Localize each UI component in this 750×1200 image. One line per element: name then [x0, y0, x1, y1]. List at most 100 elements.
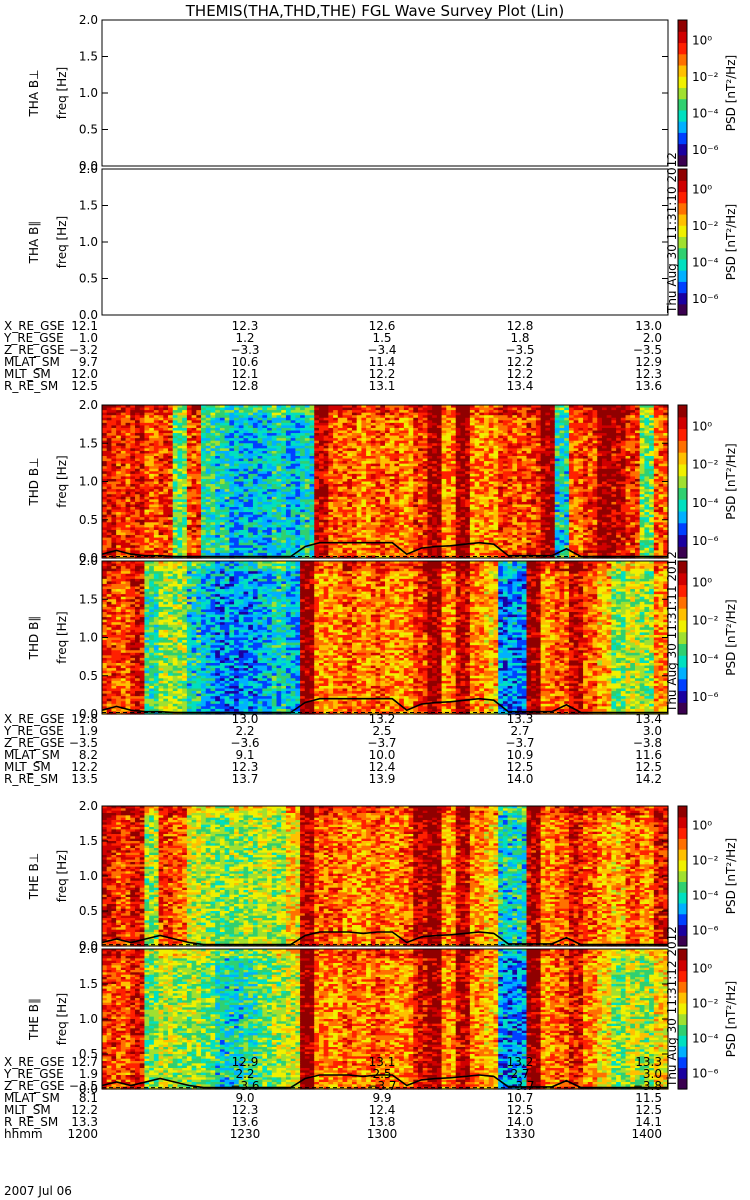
spectro-cell [168, 433, 174, 437]
spectro-cell [168, 504, 174, 508]
spectro-cell [111, 458, 117, 462]
spectro-cell [196, 471, 202, 475]
spectro-cell [342, 456, 348, 460]
spectro-cell [285, 481, 292, 485]
spectro-cell [243, 522, 249, 526]
spectro-cell [271, 433, 278, 437]
spectro-cell [168, 494, 174, 498]
spectro-cell [351, 532, 358, 536]
y-tick-label: 0.0 [79, 308, 98, 322]
spectro-cell [135, 547, 141, 551]
spectro-cell [267, 438, 273, 442]
spectro-cell [309, 407, 315, 411]
spectro-cell [139, 491, 146, 495]
spectro-cell [120, 478, 127, 483]
spectro-cell [295, 468, 301, 472]
spectro-cell [257, 522, 263, 526]
spectro-cell [314, 410, 320, 414]
spectro-cell [130, 471, 136, 475]
spectro-cell [351, 471, 358, 475]
spectro-cell [314, 547, 320, 551]
spectro-cell [323, 512, 329, 516]
spectro-cell [163, 471, 169, 475]
spectro-cell [163, 478, 169, 483]
spectro-cell [196, 552, 202, 557]
spectro-cell [304, 471, 311, 475]
spectro-cell [210, 450, 216, 455]
spectro-cell [267, 471, 273, 475]
spectro-cell [318, 542, 325, 546]
spectro-cell [281, 412, 287, 416]
spectro-cell [257, 504, 263, 508]
spectro-cell [356, 417, 363, 421]
spectro-cell [210, 540, 216, 544]
spectro-cell [153, 509, 160, 513]
spectro-cell [182, 527, 188, 531]
spectro-cell [314, 501, 320, 506]
spectro-cell [130, 466, 136, 470]
spectro-cell [153, 425, 160, 429]
spectro-cell [238, 420, 245, 424]
spectro-cell [356, 478, 363, 483]
colorbar-tick-label: 10⁰ [692, 182, 712, 196]
spectro-cell [304, 512, 311, 516]
spectro-cell [314, 405, 320, 409]
spectro-cell [182, 537, 188, 541]
spectro-cell [318, 473, 325, 477]
spectro-cell [366, 468, 372, 472]
spectro-cell [366, 471, 372, 475]
spectro-cell [328, 514, 334, 518]
spectro-cell [309, 522, 315, 526]
spectro-cell [351, 552, 358, 557]
spectro-cell [234, 445, 240, 449]
spectro-cell [323, 484, 329, 488]
spectro-cell [177, 507, 183, 511]
y-tick-label: 1.5 [79, 50, 98, 64]
spectro-cell [224, 507, 230, 511]
spectro-cell [120, 491, 127, 495]
spectro-cell [238, 466, 245, 470]
spectro-cell [243, 448, 249, 452]
spectro-cell [186, 547, 193, 551]
spectro-cell [262, 427, 268, 432]
spectro-cell [318, 547, 325, 551]
spectro-cell [290, 512, 296, 516]
spectro-cell [201, 522, 207, 526]
spectro-cell [323, 443, 329, 447]
spectro-cell [196, 412, 202, 416]
spectro-cell [238, 484, 245, 488]
spectro-cell [342, 430, 348, 434]
spectro-cell [191, 430, 197, 434]
spectro-cell [262, 489, 268, 493]
spectro-cell [144, 481, 150, 485]
spectro-cell [191, 489, 197, 493]
spectro-cell [234, 509, 240, 513]
spectro-cell [328, 405, 334, 409]
spectro-cell [356, 481, 363, 485]
spectro-cell [285, 458, 292, 462]
spectro-cell [281, 415, 287, 419]
spectro-cell [314, 524, 320, 528]
spectro-cell [248, 440, 254, 444]
spectro-cell [168, 476, 174, 480]
spectro-cell [224, 458, 230, 462]
spectro-cell [111, 445, 117, 449]
spectro-cell [219, 542, 226, 546]
spectro-cell [125, 542, 131, 546]
spectro-cell [149, 476, 155, 480]
spectro-cell [186, 471, 193, 475]
spectro-cell [257, 430, 263, 434]
spectro-cell [149, 445, 155, 449]
spectro-cell [238, 433, 245, 437]
spectro-cell [163, 450, 169, 455]
spectro-cell [201, 473, 207, 477]
spectro-cell [304, 438, 311, 442]
spectro-cell [295, 405, 301, 409]
spectro-cell [215, 440, 221, 444]
spectro-cell [304, 509, 311, 513]
spectro-cell [248, 456, 254, 460]
spectro-cell [285, 499, 292, 503]
spectro-cell [262, 458, 268, 462]
spectro-cell [177, 445, 183, 449]
spectro-cell [366, 425, 372, 429]
